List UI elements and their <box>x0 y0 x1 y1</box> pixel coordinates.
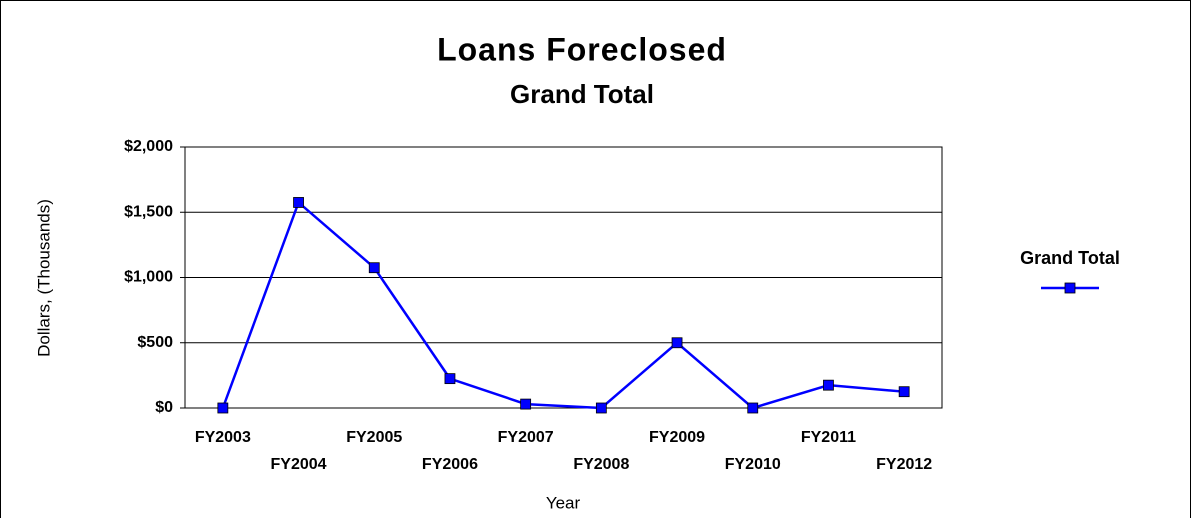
point-marker <box>444 373 456 385</box>
chart-subtitle: Grand Total <box>510 79 654 109</box>
y-tick-label: $2,000 <box>124 138 173 155</box>
x-tick-label: FY2005 <box>346 429 402 446</box>
chart-title: Loans Foreclosed <box>437 31 727 67</box>
point-marker <box>368 262 380 274</box>
point-marker <box>898 386 910 398</box>
legend-marker <box>1064 282 1076 294</box>
y-tick-label: $500 <box>137 334 173 351</box>
x-tick-label: FY2010 <box>725 456 781 473</box>
y-axis-label: Dollars, (Thousands) <box>34 199 53 357</box>
x-tick-label: FY2009 <box>649 429 705 446</box>
x-axis-label: Year <box>546 493 581 512</box>
point-marker <box>520 398 532 410</box>
x-tick-label: FY2004 <box>271 456 327 473</box>
point-marker <box>823 379 834 391</box>
point-marker <box>217 402 229 414</box>
x-tick-label: FY2003 <box>195 429 251 446</box>
legend-label: Grand Total <box>1020 248 1120 268</box>
point-marker <box>671 337 683 349</box>
x-tick-label: FY2007 <box>498 429 554 446</box>
x-tick-label: FY2008 <box>573 456 629 473</box>
point-marker <box>293 197 304 208</box>
series-line <box>221 200 905 410</box>
x-tick-label: FY2012 <box>876 456 932 473</box>
x-tick-label: FY2011 <box>801 429 856 446</box>
y-tick-label: $1,500 <box>124 203 173 220</box>
point-marker <box>595 402 607 414</box>
x-tick-label: FY2006 <box>422 456 478 473</box>
point-marker <box>747 402 759 414</box>
y-tick-label: $1,000 <box>124 269 173 286</box>
y-tick-label: $0 <box>155 399 173 416</box>
